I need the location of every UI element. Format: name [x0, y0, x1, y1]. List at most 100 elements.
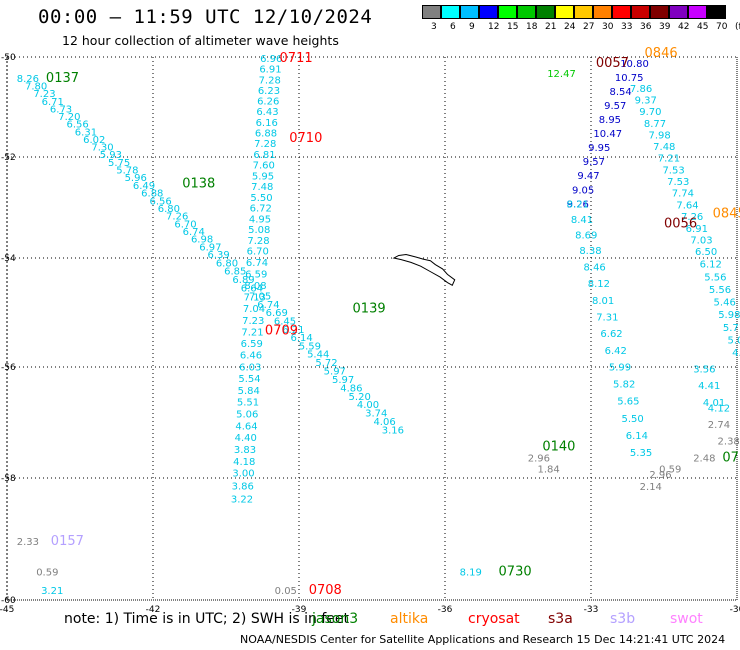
wave-height-value: 5.08: [248, 225, 270, 236]
wave-height-value: 8.08: [244, 281, 266, 292]
wave-height-value: 9.05: [572, 185, 594, 196]
legend-label: 36: [640, 22, 652, 32]
wave-height-value: 9.26: [567, 200, 589, 211]
wave-height-value: 6.91: [259, 65, 281, 76]
legend-swatch: [669, 5, 688, 19]
wave-height-value: 6.59: [245, 269, 267, 280]
lat-label: -50: [1, 53, 16, 63]
wave-height-value: 6.14: [626, 431, 648, 442]
wave-height-value: 5.0: [727, 335, 740, 346]
wave-height-value: 7.48: [653, 142, 675, 153]
legend-label: 18: [526, 22, 538, 32]
legend-label: 24: [564, 22, 576, 32]
wave-height-value: 2.96: [528, 453, 550, 464]
satellite-s3b: s3b: [610, 611, 636, 627]
pass-time-label: 0056: [664, 217, 697, 232]
wave-height-value: 6.46: [240, 351, 262, 362]
wave-height-value: 6.43: [256, 107, 278, 118]
wave-height-value: 6.80: [158, 204, 180, 215]
wave-height-value: 2.96: [649, 470, 671, 481]
wave-height-value: 7.28: [247, 236, 269, 247]
wave-height-value: 6.74: [257, 300, 279, 311]
wave-height-value: 1.84: [537, 464, 559, 475]
legend-swatch: [574, 5, 593, 19]
wave-height-value: 9.70: [639, 107, 661, 118]
legend-swatch: [555, 5, 574, 19]
wave-height-value: 5.46: [714, 298, 736, 309]
note-text: note: 1) Time is in UTC; 2) SWH is in fe…: [64, 611, 350, 627]
legend-swatch: [479, 5, 498, 19]
wave-height-value: 3.16: [382, 426, 404, 437]
wave-height-value: 5.65: [617, 397, 639, 408]
wave-height-value: 8.95: [599, 115, 621, 126]
wave-height-value: 6.73: [50, 104, 72, 115]
wave-height-value: 5.54: [238, 374, 260, 385]
satellite-s3a: s3a: [548, 611, 573, 627]
wave-height-value: 4.06: [373, 417, 395, 428]
wave-height-value: 6.39: [208, 250, 230, 261]
wave-height-value: 4.: [732, 348, 740, 359]
wave-height-value: 4.86: [340, 383, 362, 394]
wave-height-value: 6.42: [605, 346, 627, 357]
legend-swatch: [536, 5, 555, 19]
pass-time-label: 0139: [353, 302, 386, 317]
wave-height-value: 6.62: [600, 329, 622, 340]
legend-swatch: [631, 5, 650, 19]
wave-height-value: 3.22: [231, 494, 253, 505]
wave-height-value: 7.86: [630, 84, 652, 95]
satellite-cryosat: cryosat: [468, 611, 520, 627]
wave-height-value: 5.84: [238, 386, 260, 397]
wave-height-value: 6.23: [258, 86, 280, 97]
wave-height-value: 8.41: [571, 215, 593, 226]
wave-height-value: 6.96: [260, 54, 282, 65]
wave-height-value: 10.80: [620, 59, 649, 70]
pass-time-label: 0845: [713, 207, 740, 222]
wave-height-value: 5.82: [613, 380, 635, 391]
wave-height-value: 9.95: [588, 143, 610, 154]
wave-height-value: 7.21: [241, 327, 263, 338]
wave-height-value: 9.57: [604, 101, 626, 112]
legend-label: 33: [621, 22, 633, 32]
legend-swatch: [441, 5, 460, 19]
wave-height-value: 6.98: [191, 235, 213, 246]
wave-height-value: 5.50: [250, 193, 272, 204]
legend-swatch: [593, 5, 612, 19]
wave-height-value: 9.47: [577, 171, 599, 182]
wave-height-value: 8.77: [644, 119, 666, 130]
wave-height-value: 0.59: [36, 568, 58, 579]
wave-height-value: 4.41: [698, 381, 720, 392]
wave-height-value: 7.28: [259, 75, 281, 86]
wave-height-value: 3.56: [693, 365, 715, 376]
wave-height-value: 5.71: [723, 323, 740, 334]
lon-label: -39: [292, 605, 307, 615]
legend-swatch: [612, 5, 631, 19]
wave-height-value: 3.00: [232, 469, 254, 480]
wave-height-value: 6.16: [256, 118, 278, 129]
lat-label: -54: [1, 254, 16, 264]
wave-height-value: 5.95: [252, 171, 274, 182]
wave-height-value: 8.69: [575, 230, 597, 241]
wave-height-value: 5.35: [630, 448, 652, 459]
wave-height-value: 5.44: [307, 350, 329, 361]
wave-height-value: 6.85: [224, 267, 246, 278]
wave-height-value: 8.21: [567, 200, 589, 211]
wave-height-value: 8.01: [592, 296, 614, 307]
pass-time-label: 0157: [51, 534, 84, 549]
wave-height-value: 6.88: [141, 189, 163, 200]
wave-height-value: 3.83: [234, 445, 256, 456]
pass-time-label: 0057: [596, 56, 629, 71]
wave-height-value: 2.48: [693, 453, 715, 464]
lon-label: -30: [730, 605, 740, 615]
wave-height-value: 5.97: [324, 366, 346, 377]
wave-height-value: 6.56: [149, 196, 171, 207]
lat-label: -56: [1, 363, 16, 373]
wave-height-value: 7.28: [254, 139, 276, 150]
wave-height-value: 5.98: [718, 310, 740, 321]
wave-height-value: 7.60: [253, 161, 275, 172]
wave-height-value: 6.12: [700, 260, 722, 271]
wave-height-value: 6.88: [255, 128, 277, 139]
wave-height-value: 6.80: [216, 258, 238, 269]
wave-height-value: 5.75: [108, 158, 130, 169]
pass-time-label: 07: [722, 450, 739, 465]
